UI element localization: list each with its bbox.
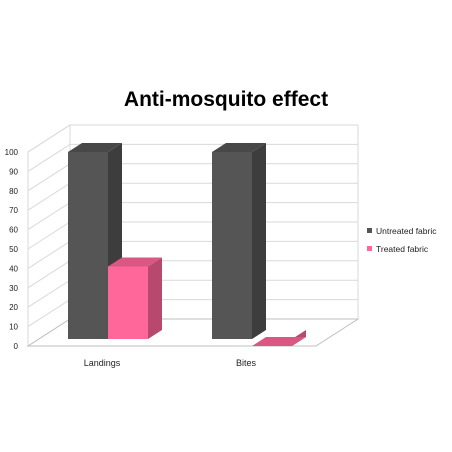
- y-tick-label: 50: [9, 245, 18, 254]
- y-tick-label: 100: [5, 148, 19, 157]
- y-tick-label: 80: [9, 187, 18, 196]
- y-tick-label: 20: [9, 303, 18, 312]
- bar: [108, 257, 162, 339]
- y-axis-ticks: 0 10 20 30 40 50 60 70 80 90 100: [5, 148, 19, 351]
- bar-front: [212, 152, 252, 339]
- bar: [212, 143, 266, 339]
- bar-side: [252, 143, 266, 339]
- legend-label: Untreated fabric: [376, 226, 437, 236]
- y-tick-label: 0: [14, 342, 19, 351]
- legend-swatch: [367, 228, 372, 233]
- bar-front: [108, 266, 148, 339]
- legend-item: Untreated fabric: [367, 226, 437, 236]
- y-tick-label: 40: [9, 264, 18, 273]
- x-category-label: Bites: [236, 358, 257, 368]
- bar-top: [108, 257, 162, 267]
- bar-top: [252, 337, 306, 346]
- y-tick-label: 90: [9, 167, 18, 176]
- chart-title: Anti-mosquito effect: [124, 88, 328, 111]
- x-category-label: Landings: [84, 358, 121, 368]
- x-axis-categories: Landings Bites: [84, 358, 257, 368]
- bar-side: [148, 257, 162, 339]
- legend: Untreated fabric Treated fabric: [367, 226, 437, 254]
- y-tick-label: 60: [9, 226, 18, 235]
- y-tick-label: 30: [9, 284, 18, 293]
- grid-line: [27, 124, 358, 153]
- legend-item: Treated fabric: [367, 244, 429, 254]
- bar-top: [68, 143, 122, 152]
- y-tick-label: 70: [9, 206, 18, 215]
- bar-top: [212, 143, 266, 152]
- y-tick-label: 10: [9, 323, 18, 332]
- bar-front: [68, 152, 108, 339]
- legend-swatch: [367, 246, 372, 251]
- bars: [68, 143, 306, 346]
- legend-label: Treated fabric: [376, 244, 429, 254]
- bar: [252, 330, 306, 346]
